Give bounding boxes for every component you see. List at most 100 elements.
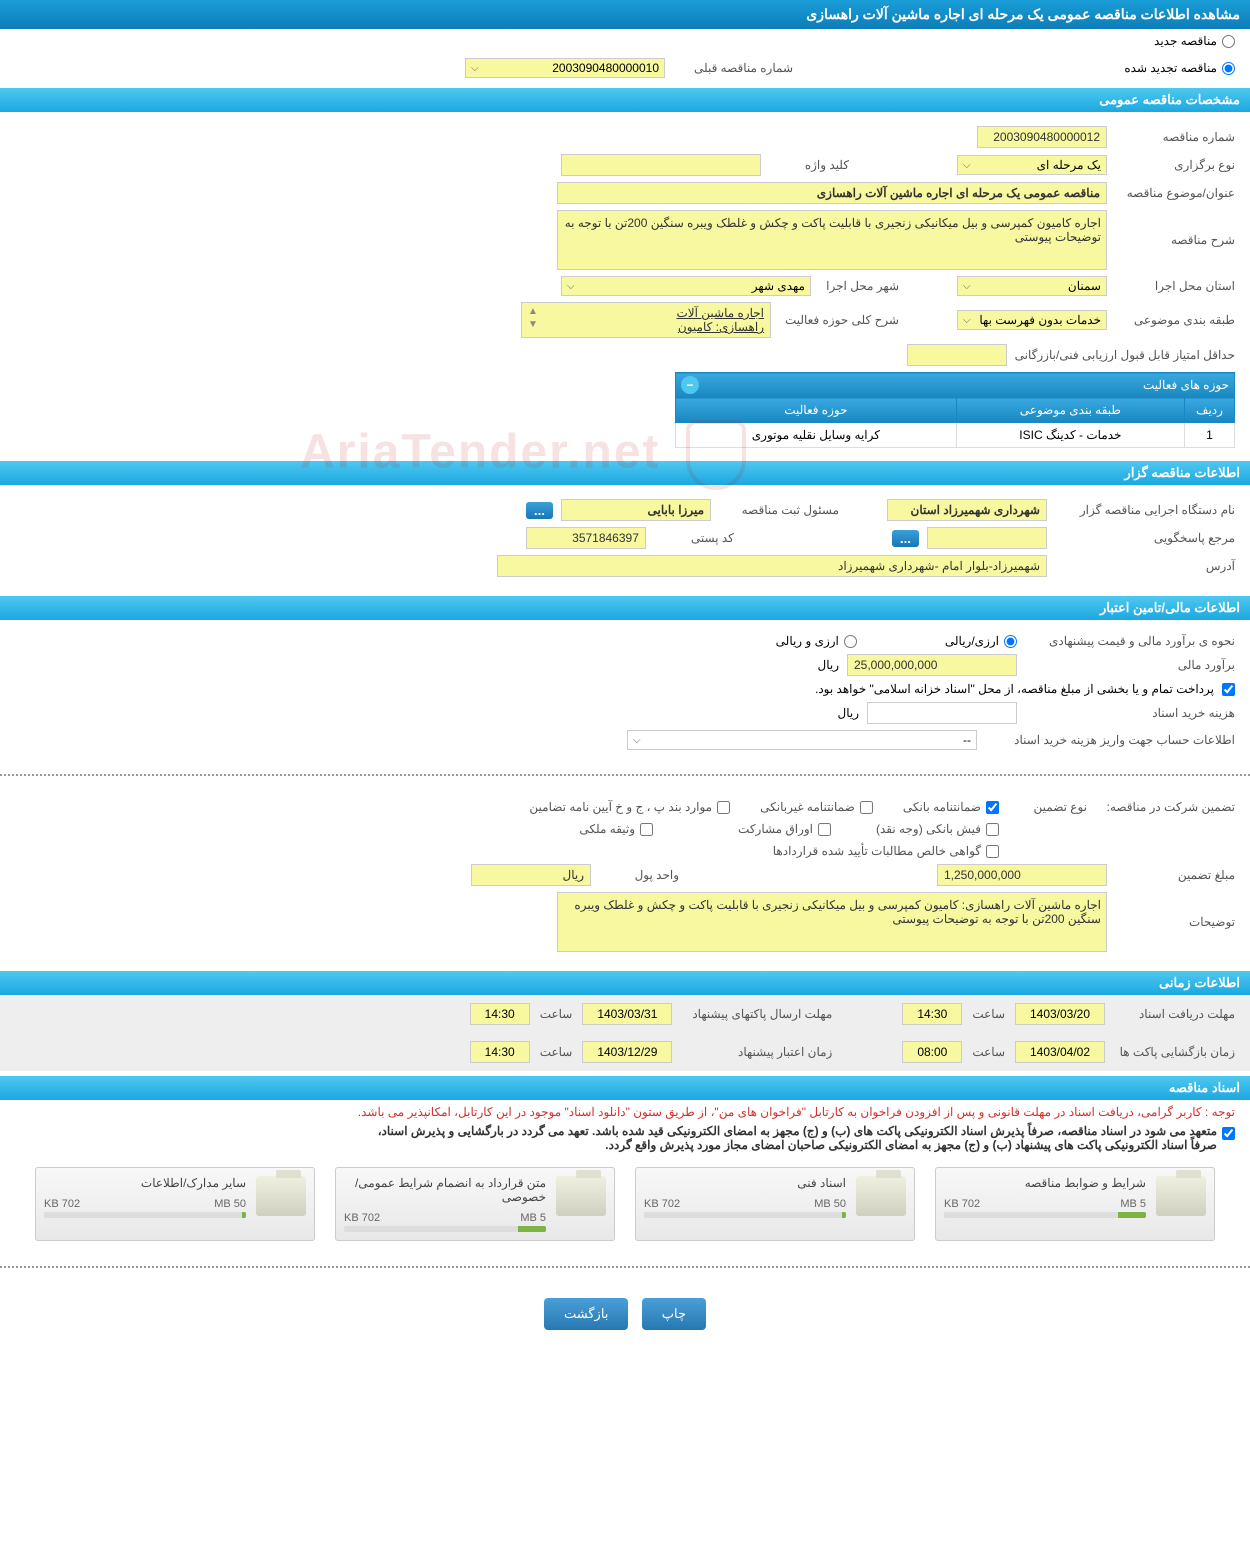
holding-type-label: نوع برگزاری [1115,158,1235,172]
collapse-icon[interactable]: − [681,376,699,394]
radio-rial[interactable]: ارزی/ریالی [945,634,1017,648]
progress-bar [842,1212,846,1218]
validity-date: 1403/12/29 [582,1041,672,1063]
response-label: مرجع پاسخگویی [1055,531,1235,545]
table-row: 1 خدمات - کدینگ ISIC کرایه وسایل نقلیه م… [676,423,1235,448]
section-documents: اسناد مناقصه [0,1076,1250,1100]
file-card-conditions[interactable]: شرایط و ضوابط مناقصه 5 MB702 KB [935,1167,1215,1241]
chevron-down-icon: ⌵ [963,160,971,171]
estimate-label: برآورد مالی [1025,658,1235,672]
guarantee-amount-value: 1,250,000,000 [937,864,1107,886]
account-dropdown[interactable]: -- ⌵ [627,730,977,750]
chevron-down-icon: ⌵ [471,63,479,74]
bold-note-2: صرفاً اسناد الکترونیکی پاکت های پیشنهاد … [373,1138,1222,1152]
payment-checkbox[interactable] [1222,683,1235,696]
radio-new-tender[interactable]: مناقصه جدید [1154,34,1235,48]
activity-scope-label: شرح کلی حوزه فعالیت [779,313,899,327]
address-label: آدرس [1055,559,1235,573]
submit-time: 14:30 [470,1003,530,1025]
opening-label: زمان بازگشایی پاکت ها [1115,1045,1235,1059]
col-scope: حوزه فعالیت [676,398,957,423]
chevron-down-icon: ⌵ [633,735,641,746]
keyword-value[interactable] [561,154,761,176]
file-title: اسناد فنی [644,1176,846,1190]
divider [0,774,1250,776]
scroll-down-icon[interactable]: ▼ [528,319,538,330]
cb-nonbank-guarantee[interactable]: ضمانتنامه غیربانکی [760,800,873,814]
response-value[interactable] [927,527,1047,549]
print-button[interactable]: چاپ [642,1298,706,1330]
min-score-label: حداقل امتیاز قابل قبول ارزیابی فنی/بازرگ… [1015,348,1235,362]
progress-bar [242,1212,246,1218]
radio-new-input[interactable] [1222,35,1235,48]
file-card-contract[interactable]: متن قرارداد به انضمام شرایط عمومی/خصوصی … [335,1167,615,1241]
file-title: متن قرارداد به انضمام شرایط عمومی/خصوصی [344,1176,546,1204]
opening-date: 1403/04/02 [1015,1041,1105,1063]
back-button[interactable]: بازگشت [544,1298,628,1330]
keyword-label: کلید واژه [769,158,849,172]
guarantee-notes-value: اجاره ماشین آلات راهسازی: کامیون کمپرسی … [557,892,1107,952]
province-dropdown[interactable]: سمنان ⌵ [957,276,1107,296]
holding-type-dropdown[interactable]: یک مرحله ای ⌵ [957,155,1107,175]
activity-scope-box[interactable]: اجاره ماشین آلات راهسازی: کامیون ▲ ▼ [521,302,771,338]
receive-time: 14:30 [902,1003,962,1025]
estimate-method-label: نحوه ی برآورد مالی و قیمت پیشنهادی [1025,634,1235,648]
submit-deadline-label: مهلت ارسال پاکتهای پیشنهاد [682,1007,832,1021]
chevron-down-icon: ⌵ [963,315,971,326]
radio-renewed-input[interactable] [1222,62,1235,75]
description-value: اجاره کامیون کمپرسی و بیل میکانیکی زنجیر… [557,210,1107,270]
category-dropdown[interactable]: خدمات بدون فهرست بها ⌵ [957,310,1107,330]
estimate-value: 25,000,000,000 [847,654,1017,676]
payment-note: پرداخت تمام و یا بخشی از مبلغ مناقصه، از… [815,682,1214,696]
folder-icon [256,1176,306,1216]
prev-number-label: شماره مناقصه قبلی [673,61,793,75]
city-dropdown[interactable]: مهدی شهر ⌵ [561,276,811,296]
scroll-up-icon[interactable]: ▲ [528,306,538,317]
cb-bank-receipt[interactable]: فیش بانکی (وجه نقد) اوراق مشارکت وثیقه م… [15,822,999,836]
file-title: شرایط و ضوابط مناقصه [944,1176,1146,1190]
min-score-value[interactable] [907,344,1007,366]
category-label: طبقه بندی موضوعی [1115,313,1235,327]
validity-time: 14:30 [470,1041,530,1063]
doc-fee-value[interactable] [867,702,1017,724]
address-value: شهمیرزاد-بلوار امام -شهرداری شهمیرزاد [497,555,1047,577]
activity-table: حوزه های فعالیت − ردیف طبقه بندی موضوعی … [675,372,1235,448]
city-label: شهر محل اجرا [819,279,899,293]
response-lookup-button[interactable]: ... [892,530,919,547]
rial-label: ریال [817,658,839,672]
radio-renewed-tender[interactable]: مناقصه تجدید شده [1124,61,1235,75]
subject-label: عنوان/موضوع مناقصه [1115,186,1235,200]
cb-property[interactable]: وثیقه ملکی [579,822,653,836]
cb-claims[interactable]: گواهی خالص مطالبات تأیید شده قراردادها [773,844,999,858]
receive-date: 1403/03/20 [1015,1003,1105,1025]
page-header: مشاهده اطلاعات مناقصه عمومی یک مرحله ای … [0,0,1250,29]
subject-value: مناقصه عمومی یک مرحله ای اجاره ماشین آلا… [557,182,1107,204]
folder-icon [856,1176,906,1216]
cb-bank-guarantee[interactable]: ضمانتنامه بانکی [903,800,999,814]
time-label-3: ساعت [972,1045,1005,1059]
progress-bar [1118,1212,1146,1218]
registrar-label: مسئول ثبت مناقصه [719,503,839,517]
prev-number-value: 2003090480000010 [552,61,659,75]
radio-currency[interactable]: ارزی و ریالی [776,634,857,648]
cb-bonds[interactable]: اوراق مشارکت [738,822,831,836]
chevron-down-icon: ⌵ [963,281,971,292]
time-label-1: ساعت [972,1007,1005,1021]
col-row: ردیف [1185,398,1235,423]
file-card-technical[interactable]: اسناد فنی 50 MB702 KB [635,1167,915,1241]
file-card-other[interactable]: سایر مدارک/اطلاعات 50 MB702 KB [35,1167,315,1241]
progress-bar [518,1226,546,1232]
currency-unit-label: واحد پول [599,868,679,882]
folder-icon [1156,1176,1206,1216]
prev-number-dropdown[interactable]: 2003090480000010 ⌵ [465,58,665,78]
postal-value: 3571846397 [526,527,646,549]
postal-label: کد پستی [654,531,734,545]
registrar-lookup-button[interactable]: ... [526,502,553,519]
account-label: اطلاعات حساب جهت واریز هزینه خرید اسناد [985,733,1235,747]
divider [0,1266,1250,1268]
file-title: سایر مدارک/اطلاعات [44,1176,246,1190]
commitment-checkbox[interactable] [1222,1127,1235,1140]
cb-regulation[interactable]: موارد بند پ ، ج و خ آیین نامه تضامین [529,800,730,814]
receive-deadline-label: مهلت دریافت اسناد [1115,1007,1235,1021]
chevron-down-icon: ⌵ [567,281,575,292]
